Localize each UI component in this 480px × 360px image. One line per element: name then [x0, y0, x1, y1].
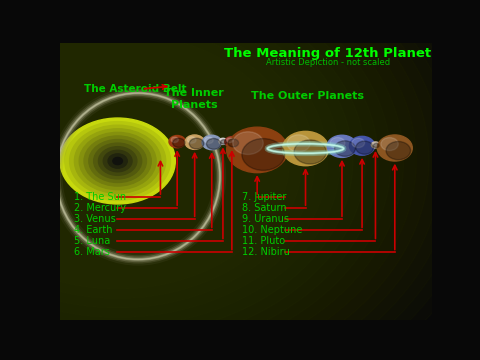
Circle shape [79, 132, 156, 190]
Circle shape [70, 125, 166, 197]
Circle shape [202, 135, 221, 150]
Circle shape [60, 118, 175, 204]
Circle shape [89, 140, 146, 183]
Circle shape [356, 141, 373, 154]
Text: 2. Mercury: 2. Mercury [74, 203, 126, 213]
Circle shape [219, 138, 227, 144]
Circle shape [173, 138, 185, 147]
Circle shape [228, 139, 239, 147]
Text: 1. The Sun: 1. The Sun [74, 192, 126, 202]
Circle shape [94, 143, 142, 179]
Circle shape [103, 150, 132, 172]
Circle shape [227, 127, 288, 173]
Text: 5. Luna: 5. Luna [74, 237, 110, 246]
Circle shape [294, 140, 326, 164]
Circle shape [330, 138, 345, 149]
Circle shape [372, 143, 376, 145]
Circle shape [381, 138, 398, 150]
Circle shape [98, 147, 137, 175]
Circle shape [74, 129, 161, 193]
Text: 10. Neptune: 10. Neptune [242, 225, 303, 235]
Text: 4. Earth: 4. Earth [74, 225, 113, 235]
Circle shape [187, 137, 196, 143]
Text: The Meaning of 12th Planet: The Meaning of 12th Planet [224, 48, 432, 60]
Text: 8. Saturn: 8. Saturn [242, 203, 287, 213]
Circle shape [169, 135, 185, 148]
Text: The Asteroid Belt: The Asteroid Belt [84, 84, 187, 94]
Circle shape [372, 142, 380, 148]
Circle shape [65, 122, 170, 201]
Circle shape [282, 131, 329, 166]
Circle shape [377, 135, 412, 161]
Text: Artistic Depiction - not scaled: Artistic Depiction - not scaled [266, 58, 390, 67]
Circle shape [220, 139, 224, 142]
Circle shape [327, 135, 357, 157]
Circle shape [84, 136, 151, 186]
Text: The Inner
Planets: The Inner Planets [164, 88, 224, 110]
Circle shape [206, 139, 221, 149]
Circle shape [349, 136, 375, 155]
Circle shape [233, 132, 263, 154]
Circle shape [352, 138, 365, 148]
Circle shape [225, 136, 239, 147]
Text: 7. Jupiter: 7. Jupiter [242, 192, 287, 202]
Circle shape [108, 154, 127, 168]
Circle shape [287, 135, 310, 152]
Circle shape [242, 139, 285, 170]
Circle shape [221, 140, 227, 144]
Circle shape [204, 137, 213, 144]
Circle shape [373, 143, 379, 148]
Circle shape [185, 135, 204, 149]
Circle shape [335, 141, 355, 156]
Circle shape [386, 141, 410, 160]
Circle shape [171, 137, 179, 143]
Circle shape [113, 157, 122, 165]
Circle shape [189, 138, 204, 149]
Text: The Outer Planets: The Outer Planets [251, 91, 364, 102]
Text: 11. Pluto: 11. Pluto [242, 237, 286, 246]
Text: 3. Venus: 3. Venus [74, 214, 116, 224]
Text: 9. Uranus: 9. Uranus [242, 214, 289, 224]
Circle shape [227, 138, 233, 143]
Text: 6. Mars: 6. Mars [74, 247, 110, 257]
Text: 12. Nibiru: 12. Nibiru [242, 247, 290, 257]
